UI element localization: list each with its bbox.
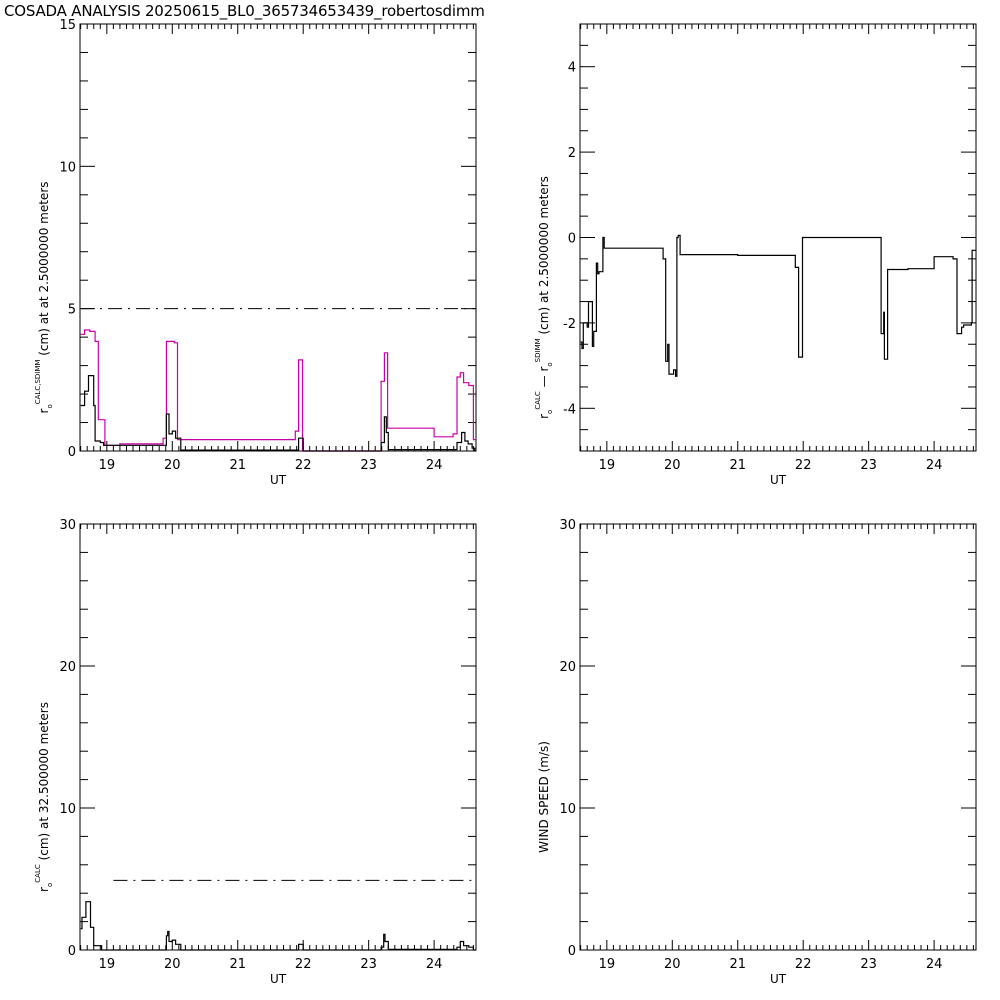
ylabel-subscript: o [546, 410, 554, 414]
x-tick-label: 19 [99, 957, 116, 972]
y-tick-label: 30 [559, 518, 576, 533]
plot-frame [579, 523, 977, 951]
y-axis-label: WIND SPEED (m/s) [537, 741, 551, 853]
y-tick-label: 4 [568, 61, 576, 76]
x-axis-label: UT [770, 972, 787, 986]
y-axis-label: ro CALC,SDIMM (cm) at at 2.5000000 meters [34, 182, 54, 414]
y-tick-label: 20 [559, 660, 576, 675]
y-axis-label: ro CALC (cm) at 32.500000 meters [34, 702, 54, 892]
x-tick-label: 20 [664, 957, 681, 972]
y-tick-label: 10 [559, 802, 576, 817]
x-tick-label: 20 [664, 458, 681, 473]
plot-frame [79, 23, 477, 452]
chart-top-left: 19 20 21 22 23 24 0 5 10 15 UT ro CALC,SDIMM (cm) at… [34, 18, 477, 487]
series-line-0 [80, 329, 476, 452]
x-tick-label: 22 [795, 458, 812, 473]
y-tick-label: 0 [568, 232, 576, 247]
ylabel-superscript: CALC,SDIMM [34, 360, 42, 405]
series-line-1 [80, 375, 476, 452]
chart-bottom-right: 19 20 21 22 23 24 0 10 20 30 UT WIND SPEED (m/s) [537, 518, 977, 986]
y-tick-label: 0 [568, 944, 576, 959]
x-tick-label: 24 [926, 458, 943, 473]
y-tick-label: 15 [59, 18, 76, 33]
x-tick-label: 21 [729, 957, 746, 972]
plot-frame [579, 23, 977, 452]
x-axis-label: UT [270, 473, 287, 487]
ylabel-base: r [37, 887, 51, 892]
x-tick-label: 21 [229, 458, 246, 473]
x-tick-label: 23 [860, 458, 877, 473]
ylabel-superscript: CALC [534, 391, 542, 410]
y-tick-label: 10 [59, 802, 76, 817]
ylabel-subscript: o [46, 883, 54, 887]
ylabel-rest: (cm) at at 2.5000000 meters [37, 182, 51, 360]
x-tick-label: 19 [599, 458, 616, 473]
x-axis-label: UT [270, 972, 287, 986]
ylabel-rest: (cm) at 2.5000000 meters [537, 176, 551, 338]
ylabel-base: r [537, 414, 551, 419]
x-axis-label: UT [770, 473, 787, 487]
ylabel-subscript: o [46, 404, 54, 408]
x-tick-label: 21 [729, 458, 746, 473]
x-tick-label: 20 [164, 957, 181, 972]
y-tick-label: 20 [59, 660, 76, 675]
y-tick-label: 30 [59, 518, 76, 533]
x-tick-label: 24 [426, 458, 443, 473]
ylabel-mid: — r [537, 367, 551, 392]
x-tick-label: 24 [926, 957, 943, 972]
ylabel-rest: (cm) at 32.500000 meters [37, 702, 51, 864]
y-tick-label: 2 [568, 146, 576, 161]
plot-frame [79, 523, 477, 951]
ylabel-subscript: o [546, 362, 554, 366]
x-tick-label: 23 [860, 957, 877, 972]
x-tick-label: 24 [426, 957, 443, 972]
series-line-0 [80, 901, 476, 951]
y-tick-label: -2 [563, 317, 576, 332]
y-axis-label: roCALC — roSDIMM (cm) at 2.5000000 meter… [534, 176, 554, 419]
x-tick-label: 19 [99, 458, 116, 473]
y-tick-label: 5 [68, 303, 76, 318]
x-tick-label: 19 [599, 957, 616, 972]
page-title: COSADA ANALYSIS 20250615_BL0_36573465343… [4, 2, 485, 20]
y-tick-label: 0 [68, 445, 76, 460]
x-tick-label: 23 [360, 458, 377, 473]
x-tick-label: 20 [164, 458, 181, 473]
y-tick-label: 0 [68, 944, 76, 959]
ylabel-superscript: SDIMM [534, 338, 542, 362]
ylabel-superscript: CALC [34, 864, 42, 883]
ylabel-rest: WIND SPEED (m/s) [537, 741, 551, 853]
series-line-0 [580, 234, 976, 377]
x-tick-label: 22 [795, 957, 812, 972]
chart-bottom-left: 19 20 21 22 23 24 0 10 20 30 UT ro CALC (cm) at 32.5… [34, 518, 477, 986]
x-tick-label: 21 [229, 957, 246, 972]
y-tick-label: -4 [563, 402, 576, 417]
ylabel-base: r [37, 408, 51, 413]
x-tick-label: 22 [295, 458, 312, 473]
x-tick-label: 23 [360, 957, 377, 972]
y-tick-label: 10 [59, 160, 76, 175]
x-tick-label: 22 [295, 957, 312, 972]
